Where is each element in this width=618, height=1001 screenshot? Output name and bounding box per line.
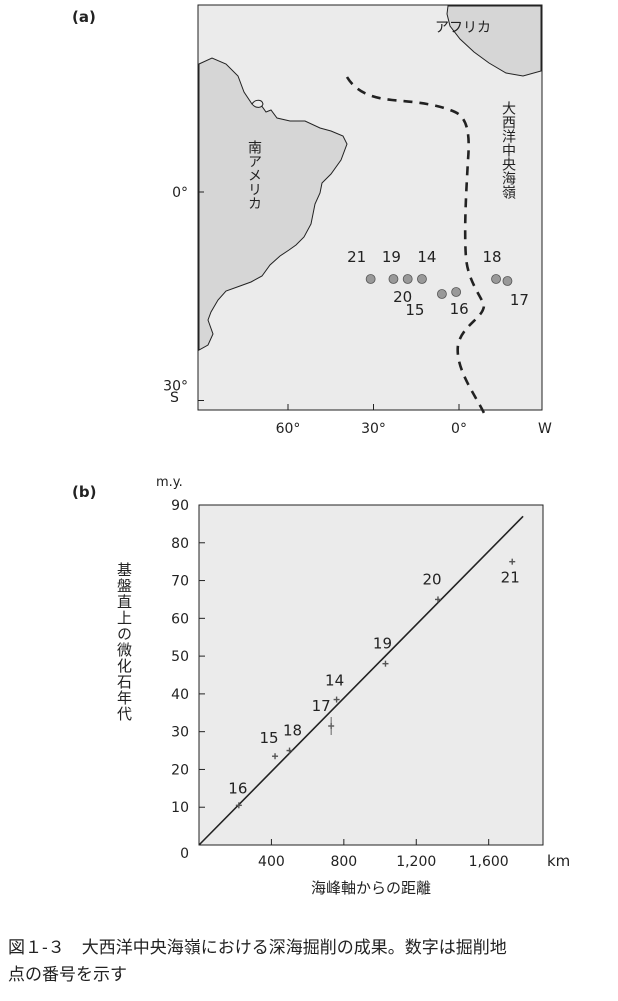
fit-line <box>198 515 524 846</box>
y-unit-label: m.y. <box>156 475 183 490</box>
chart-ticks: 0 10 20 30 40 50 60 70 80 90 400 800 1,200 1,600 <box>171 498 509 870</box>
africa-landmass <box>446 5 542 77</box>
x-unit-label: km <box>547 852 570 870</box>
x-axis-title: 海峰軸からの距離 <box>311 879 431 897</box>
map-x-tick-label-0: 60° <box>276 421 301 437</box>
panel-a-map: (a) アフリカ 南アメリカ 大西洋中央海嶺 60° 30° 0° 0° 30° 21 1… <box>72 4 552 437</box>
map-x-unit-label: W <box>538 421 552 437</box>
map-ticks: 60° 30° 0° 0° 30° <box>163 185 467 437</box>
x-tick-label-0: 400 <box>258 854 285 870</box>
data-point-21: 21 <box>501 558 520 587</box>
y-tick-label-9: 90 <box>171 498 189 514</box>
site-marker-17 <box>502 276 513 286</box>
data-point-15: 15 <box>259 729 279 760</box>
y-tick-label-4: 40 <box>171 687 189 703</box>
panel-b-label: (b) <box>72 483 96 501</box>
site-marker-16 <box>451 287 462 297</box>
site-label-15: 15 <box>405 301 424 319</box>
y-tick-label-6: 60 <box>171 611 189 627</box>
site-marker-19 <box>388 274 399 284</box>
site-marker-18 <box>491 274 501 284</box>
map-y-unit-label: S <box>170 390 179 406</box>
y-tick-label-8: 80 <box>171 536 189 552</box>
data-point-16: 16 <box>228 779 247 809</box>
x-tick-label-2: 1,200 <box>396 854 436 870</box>
y-tick-label-7: 70 <box>171 574 189 590</box>
data-point-18: 18 <box>283 722 302 754</box>
data-point-label-16: 16 <box>228 779 247 797</box>
data-point-20: 20 <box>422 570 442 603</box>
y-tick-label-2: 20 <box>171 762 189 778</box>
map-x-tick-label-1: 30° <box>361 421 386 437</box>
data-point-14: 14 <box>325 672 344 703</box>
x-tick-label-1: 800 <box>330 854 357 870</box>
site-marker-20 <box>402 274 413 284</box>
data-point-17: 17 <box>312 697 335 735</box>
figure-caption: 図１-３ 大西洋中央海嶺における深海掘削の成果。数字は掘削地 点の番号を示す <box>8 935 613 989</box>
x-tick-label-3: 1,600 <box>469 854 509 870</box>
data-point-label-20: 20 <box>422 570 441 588</box>
map-y-tick-label-1: 30° <box>163 379 188 395</box>
chart-frame <box>198 504 544 846</box>
caption-line-2: 点の番号を示す <box>8 965 127 985</box>
data-point-label-21: 21 <box>501 569 520 587</box>
africa-label: アフリカ <box>435 20 491 36</box>
site-label-18: 18 <box>483 248 502 266</box>
y-tick-label-0: 0 <box>180 846 189 862</box>
y-axis-title: 基盤直上の微化石年代 <box>115 562 133 722</box>
site-label-14: 14 <box>417 248 436 266</box>
data-point-label-15: 15 <box>259 729 278 747</box>
y-tick-label-5: 50 <box>171 649 189 665</box>
data-point-label-18: 18 <box>283 722 302 740</box>
chart-points: 16 15 18 17 14 19 20 21 <box>228 558 520 809</box>
y-tick-label-1: 10 <box>171 800 189 816</box>
data-point-label-17: 17 <box>312 697 331 715</box>
south-america-label: 南アメリカ <box>246 140 262 210</box>
site-label-19: 19 <box>382 248 401 266</box>
site-label-17: 17 <box>510 291 529 309</box>
site-marker-15 <box>436 289 447 299</box>
map-y-tick-label-0: 0° <box>172 185 188 201</box>
amazon-mouth-outline <box>251 99 264 108</box>
map-x-tick-label-2: 0° <box>451 421 467 437</box>
site-label-16: 16 <box>450 300 469 318</box>
y-tick-label-3: 30 <box>171 725 189 741</box>
site-label-20: 20 <box>393 288 412 306</box>
panel-b-chart: (b) m.y. km 基盤直上の微化石年代 海峰軸からの距離 0 10 20 30 4… <box>72 475 570 897</box>
mid-atlantic-ridge-label: 大西洋中央海嶺 <box>500 101 516 199</box>
site-label-21: 21 <box>347 248 366 266</box>
data-point-label-19: 19 <box>373 635 392 653</box>
site-marker-21 <box>365 274 376 284</box>
site-marker-14 <box>417 274 427 284</box>
data-point-label-14: 14 <box>325 672 344 690</box>
data-point-19: 19 <box>373 635 392 667</box>
panel-a-label: (a) <box>72 8 96 26</box>
caption-line-1: 図１-３ 大西洋中央海嶺における深海掘削の成果。数字は掘削地 <box>8 938 507 958</box>
